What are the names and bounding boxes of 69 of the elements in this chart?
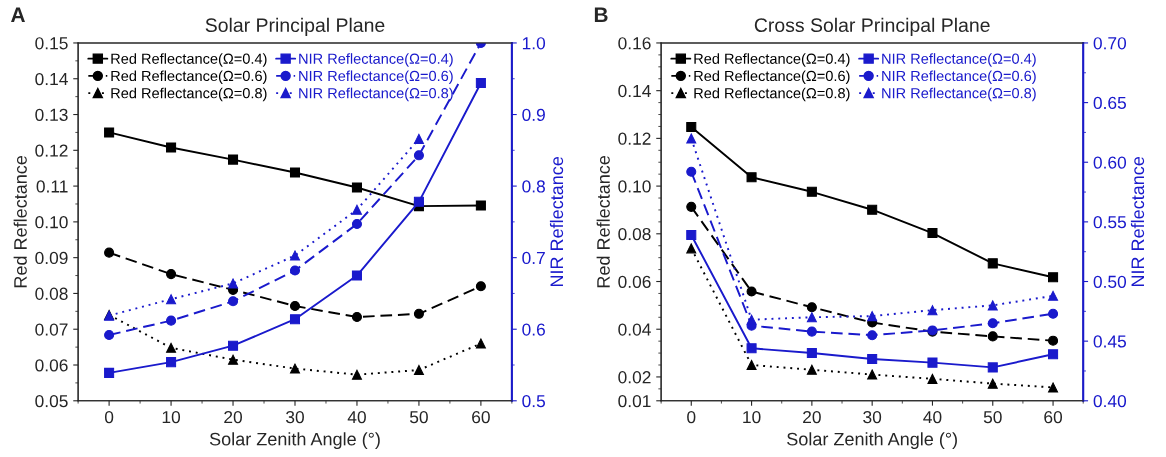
legend-label: Red Reflectance(Ω=0.8) xyxy=(111,87,267,102)
x-tick-label: 10 xyxy=(162,410,181,424)
chart-title: Cross Solar Principal Plane xyxy=(754,17,990,36)
y2-tick-label: 0.7 xyxy=(522,251,545,265)
y-tick-label: 0.11 xyxy=(36,180,68,193)
text: B xyxy=(594,7,608,22)
y2-tick-label: 0.40 xyxy=(1093,394,1127,408)
legend-label: Red Reflectance(Ω=0.4) xyxy=(111,53,267,67)
y2-tick-label: 0.70 xyxy=(1093,37,1127,50)
x-tick-label: 0 xyxy=(104,410,114,424)
y2-tick-label: 0.8 xyxy=(522,180,545,193)
x-tick-label: 40 xyxy=(347,410,366,424)
y-tick-label: 0.12 xyxy=(618,132,651,145)
y-tick-label: 0.10 xyxy=(35,216,68,229)
y-tick-label: 0.14 xyxy=(35,72,68,86)
y-tick-label: 0.08 xyxy=(618,227,651,241)
y-tick-label: 0.07 xyxy=(35,323,68,336)
x-tick-label: 60 xyxy=(472,410,490,424)
y-tick-label: 0.09 xyxy=(35,251,68,265)
y2-tick-label: 0.5 xyxy=(522,394,545,408)
y-tick-label: 0.02 xyxy=(618,371,651,384)
x-axis-title: Solar Zenith Angle (°) xyxy=(209,432,380,450)
y2-axis-title: NIR Reflectance xyxy=(549,156,564,287)
x-tick-label: 10 xyxy=(743,410,761,424)
y-axis-title: Red Reflectance xyxy=(596,155,610,288)
y-tick-label: 0.08 xyxy=(35,287,68,300)
legend-label: Red Reflectance(Ω=0.8) xyxy=(694,87,850,102)
text: A xyxy=(11,7,25,22)
y-tick-label: 0.01 xyxy=(618,394,651,408)
x-tick-label: 20 xyxy=(803,410,821,424)
y-tick-label: 0.13 xyxy=(35,108,68,121)
y-tick-label: 0.16 xyxy=(618,37,651,50)
x-tick-label: 60 xyxy=(1044,410,1063,424)
y-tick-label: 0.10 xyxy=(618,180,651,193)
legend-label: NIR Reflectance(Ω=0.6) xyxy=(299,70,453,84)
x-tick-label: 0 xyxy=(687,410,696,424)
y2-axis-title: NIR Reflectance xyxy=(1130,156,1145,287)
y-tick-label: 0.05 xyxy=(35,394,68,408)
y-tick-label: 0.06 xyxy=(618,275,651,288)
y-tick-label: 0.06 xyxy=(35,359,68,372)
legend-label: NIR Reflectance(Ω=0.4) xyxy=(882,53,1036,67)
legend-label: NIR Reflectance(Ω=0.6) xyxy=(882,70,1036,84)
y2-tick-label: 0.65 xyxy=(1093,96,1126,110)
y2-tick-label: 0.60 xyxy=(1093,156,1127,169)
y-axis-title: Red Reflectance xyxy=(13,155,27,288)
legend-label: Red Reflectance(Ω=0.4) xyxy=(694,53,850,67)
y-tick-label: 0.12 xyxy=(35,144,68,157)
y2-tick-label: 0.9 xyxy=(522,108,545,121)
y2-tick-label: 0.55 xyxy=(1093,216,1126,229)
x-tick-label: 30 xyxy=(286,410,304,424)
y2-tick-label: 0.45 xyxy=(1093,335,1126,348)
x-tick-label: 50 xyxy=(983,410,1002,424)
legend-label: NIR Reflectance(Ω=0.8) xyxy=(882,87,1036,102)
y-tick-label: 0.15 xyxy=(35,37,68,50)
legend-label: Red Reflectance(Ω=0.6) xyxy=(111,70,267,84)
legend-label: NIR Reflectance(Ω=0.8) xyxy=(299,87,453,102)
legend-label: Red Reflectance(Ω=0.6) xyxy=(694,70,850,84)
y-tick-label: 0.14 xyxy=(618,84,651,98)
x-axis-title: Solar Zenith Angle (°) xyxy=(787,432,957,450)
y2-tick-label: 0.6 xyxy=(522,323,545,336)
y2-tick-label: 1.0 xyxy=(522,37,546,50)
x-tick-label: 30 xyxy=(863,410,882,424)
y2-tick-label: 0.50 xyxy=(1093,275,1127,288)
y-tick-label: 0.04 xyxy=(618,323,651,336)
x-tick-label: 50 xyxy=(409,410,428,424)
legend-label: NIR Reflectance(Ω=0.4) xyxy=(299,53,453,67)
x-tick-label: 40 xyxy=(923,410,942,424)
x-tick-label: 20 xyxy=(224,410,243,424)
chart-title: Solar Principal Plane xyxy=(205,17,385,36)
